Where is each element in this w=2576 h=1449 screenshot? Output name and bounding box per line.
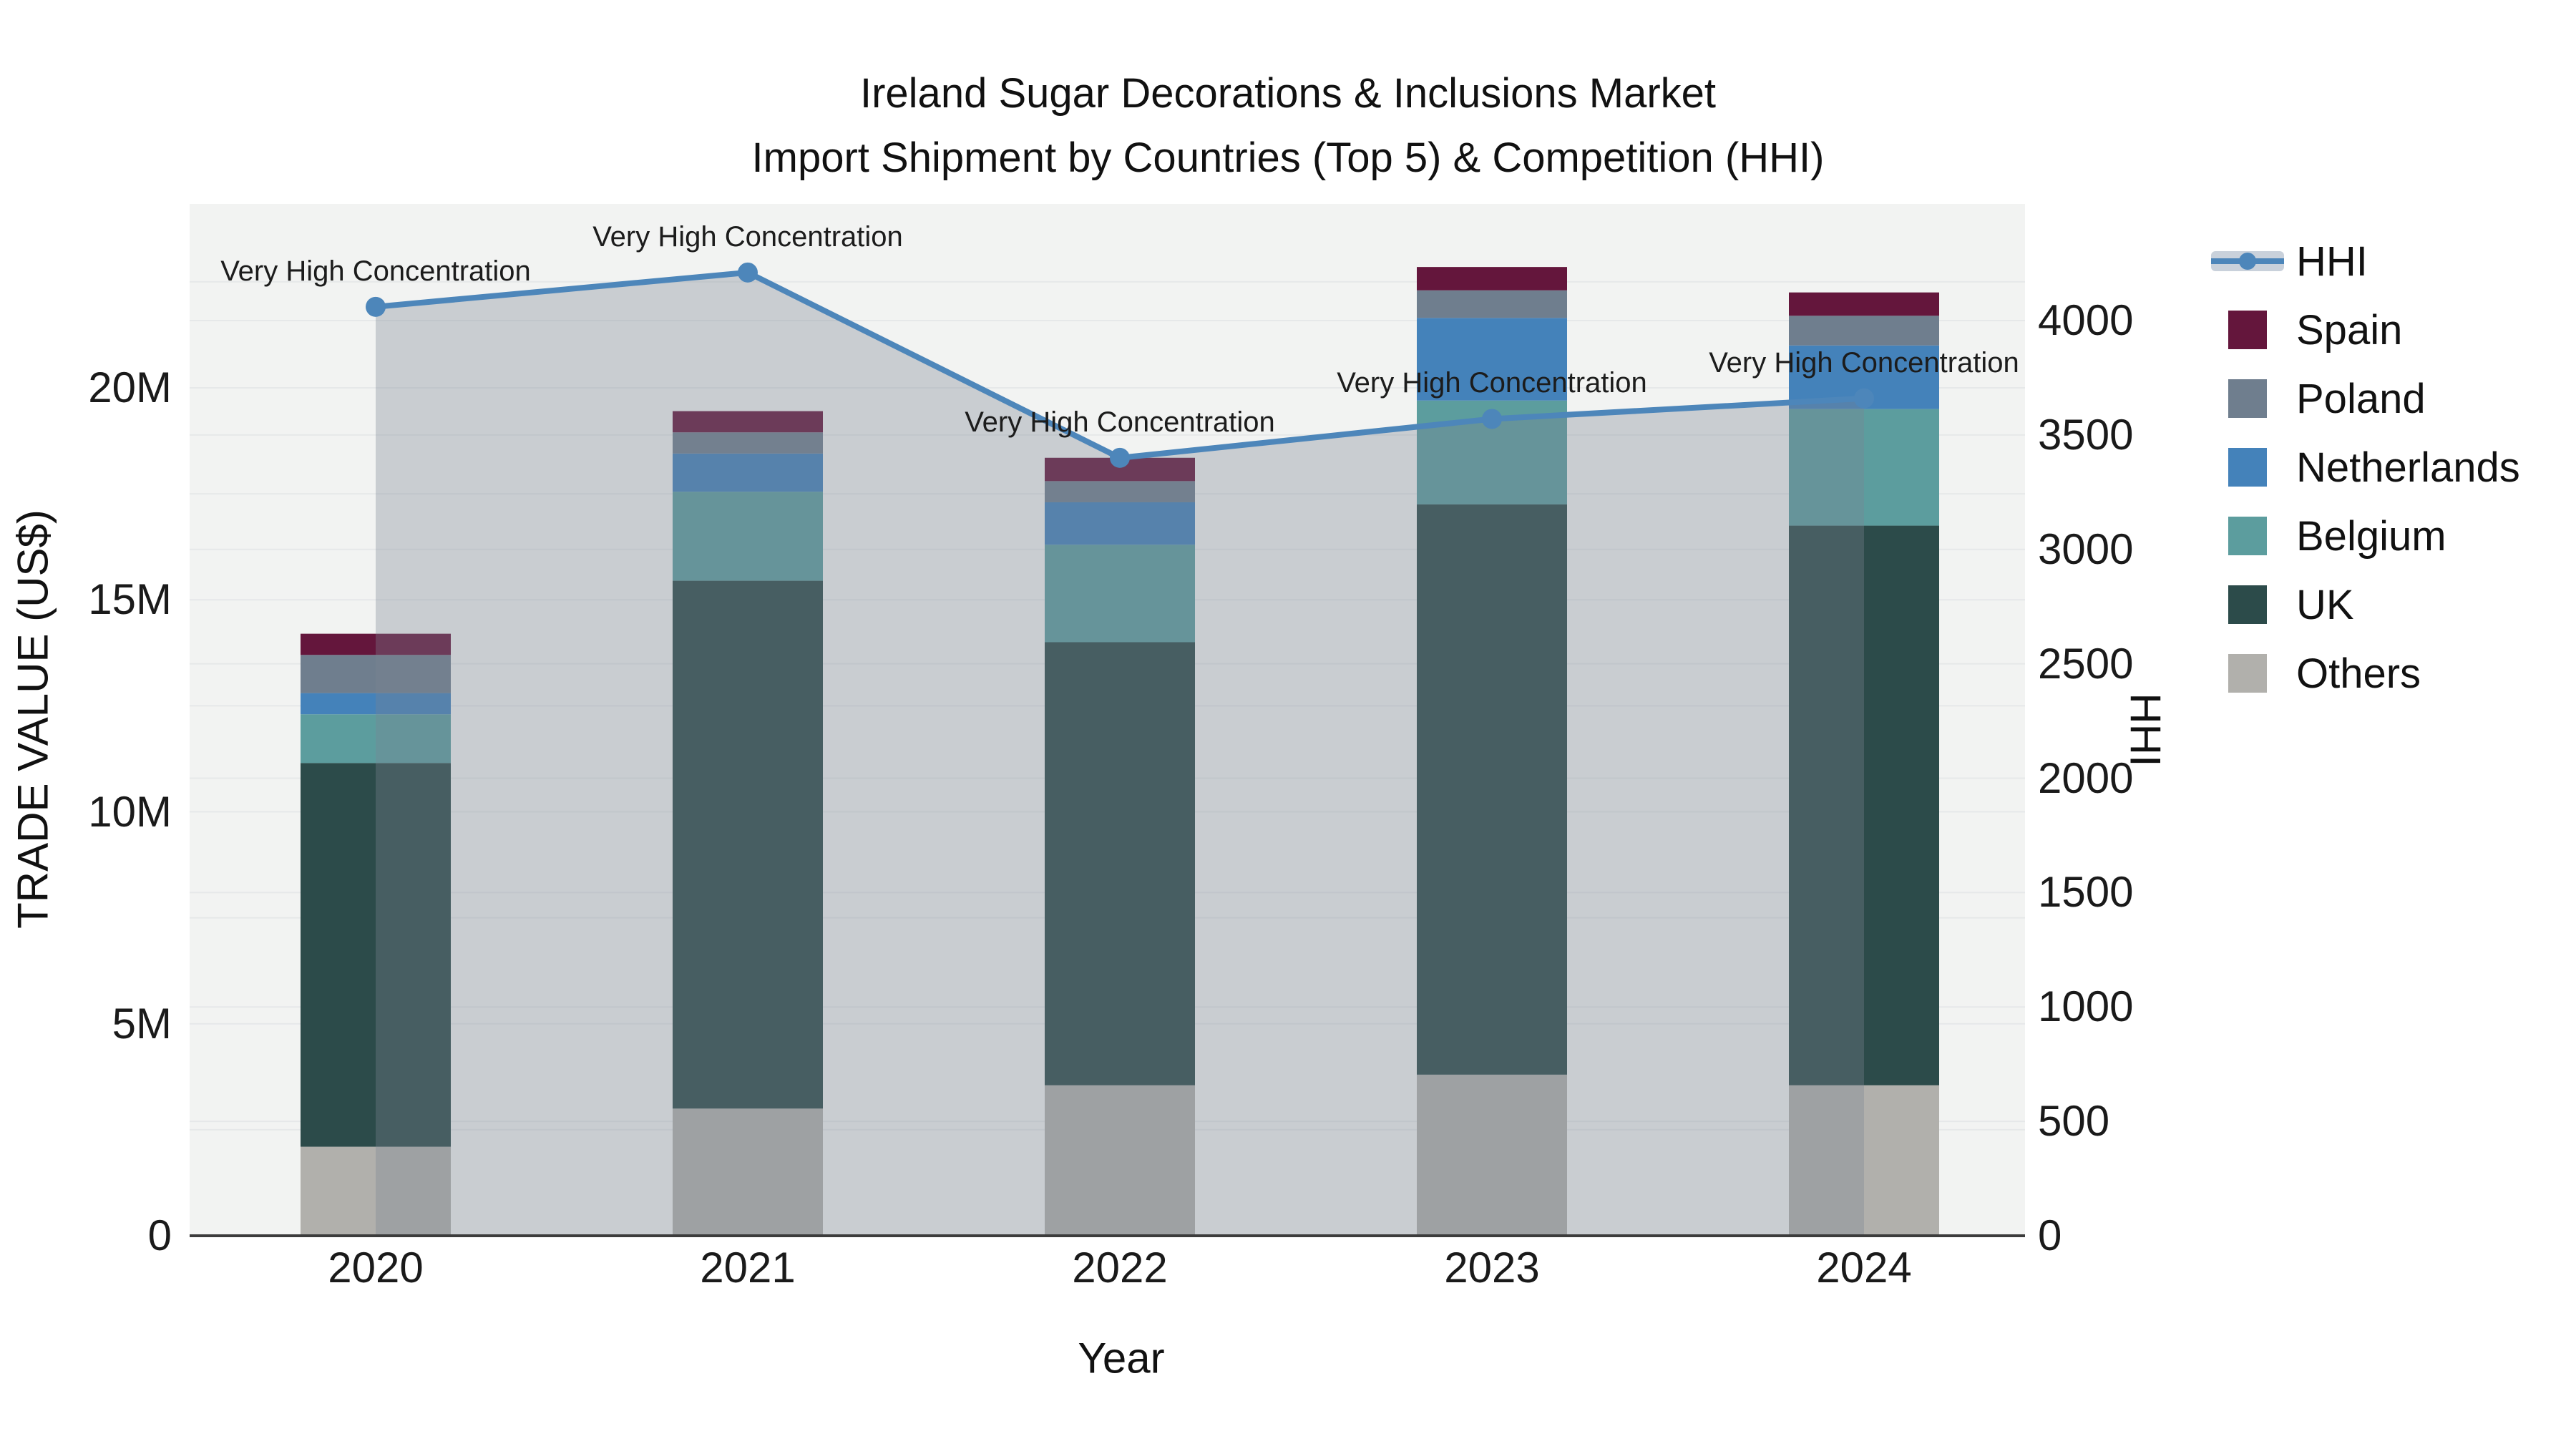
y-axis-tick-label-right: 1000 [2038,982,2134,1031]
legend-item-netherlands: Netherlands [2207,433,2520,502]
uk-swatch-icon [2228,585,2267,624]
chart-title: Ireland Sugar Decorations & Inclusions M… [0,62,2576,190]
hhi-marker-2022 [1110,447,1130,468]
x-axis-tick-label: 2021 [700,1244,796,1292]
bar-segment-others-2020 [301,1146,451,1236]
x-axis-tick-label: 2022 [1072,1244,1168,1292]
y-axis-tick-label-left: 20M [88,364,172,411]
y-axis-tick-label-right: 4000 [2038,296,2134,344]
bar-segment-uk-2022 [1045,642,1195,1085]
bar-segment-poland-2020 [301,655,451,693]
annotation-very-high-concentration: Very High Concentration [965,406,1275,438]
x-axis-tick-label: 2023 [1444,1244,1540,1292]
y-axis-tick-label-right: 3000 [2038,525,2134,573]
y-axis-tick-label-left: 0 [147,1211,172,1259]
bar-segment-uk-2021 [673,580,823,1109]
y-axis-tick-label-right: 3500 [2038,410,2134,459]
x-axis-label: Year [1078,1334,1165,1382]
y-axis-label-left: TRADE VALUE (US$) [9,509,57,929]
bar-segment-uk-2020 [301,763,451,1147]
bar-segment-poland-2021 [673,432,823,454]
y-axis-tick-label-left: 15M [88,575,172,624]
legend-item-others: Others [2207,639,2520,708]
x-axis-tick-label: 2020 [328,1244,424,1292]
bar-segment-others-2023 [1417,1074,1567,1236]
bar-segment-poland-2022 [1045,481,1195,502]
y-axis-tick-label-left: 10M [88,787,172,836]
legend-label-hhi: HHI [2296,238,2368,285]
spain-swatch-icon [2228,311,2267,349]
bar-segment-netherlands-2022 [1045,502,1195,545]
bar-segment-uk-2023 [1417,504,1567,1075]
legend-item-hhi: HHI [2207,227,2520,296]
legend-item-uk: UK [2207,570,2520,639]
hhi-marker-2020 [366,296,386,317]
bar-segment-belgium-2022 [1045,545,1195,643]
bar-segment-netherlands-2020 [301,693,451,715]
bar-segment-others-2021 [673,1108,823,1236]
bar-segment-belgium-2020 [301,714,451,763]
chart-title-line1: Ireland Sugar Decorations & Inclusions M… [859,70,1717,117]
bar-segment-belgium-2024 [1789,409,1939,526]
netherlands-swatch-icon [2228,448,2267,487]
bar-segment-spain-2024 [1789,292,1939,316]
bar-segment-belgium-2021 [673,492,823,581]
others-swatch-icon [2228,654,2267,693]
legend-item-poland: Poland [2207,364,2520,433]
legend-label-others: Others [2296,650,2421,697]
legend-label-uk: UK [2296,581,2354,628]
hhi-marker-2024 [1854,388,1874,409]
y-axis-tick-label-left: 5M [112,999,172,1048]
bar-segment-poland-2023 [1417,290,1567,318]
bar-segment-netherlands-2023 [1417,318,1567,401]
y-axis-tick-label-right: 2000 [2038,753,2134,802]
bar-segment-spain-2021 [673,411,823,433]
y-axis-tick-label-right: 0 [2038,1211,2062,1259]
legend-label-spain: Spain [2296,306,2403,353]
legend-item-belgium: Belgium [2207,502,2520,570]
hhi-marker-2023 [1482,409,1502,429]
bar-segment-others-2022 [1045,1085,1195,1236]
annotation-very-high-concentration: Very High Concentration [592,220,903,253]
y-axis-tick-label-right: 2500 [2038,639,2134,688]
bar-segment-netherlands-2021 [673,453,823,492]
y-axis-tick-label-right: 500 [2038,1097,2110,1146]
annotation-very-high-concentration: Very High Concentration [1337,367,1647,399]
bar-segment-spain-2023 [1417,267,1567,291]
hhi-marker-2021 [738,262,758,283]
bar-segment-poland-2024 [1789,316,1939,346]
poland-swatch-icon [2228,379,2267,418]
x-axis-tick-label: 2024 [1816,1244,1912,1292]
chart-title-line2: Import Shipment by Countries (Top 5) & C… [751,135,1825,181]
hhi-area-fill [376,272,1864,1236]
legend-item-spain: Spain [2207,296,2520,364]
y-axis-label-right: HHI [2121,693,2170,767]
annotation-very-high-concentration: Very High Concentration [220,255,531,287]
belgium-swatch-icon [2228,517,2267,555]
bar-segment-others-2024 [1789,1085,1939,1236]
legend-label-poland: Poland [2296,375,2426,422]
legend: HHI Spain Poland Netherlands Belgium UK … [2207,227,2520,708]
legend-label-belgium: Belgium [2296,512,2446,560]
bar-segment-spain-2020 [301,633,451,655]
bar-segment-uk-2024 [1789,525,1939,1085]
legend-label-netherlands: Netherlands [2296,444,2520,491]
hhi-line-swatch-icon [2207,251,2288,271]
annotation-very-high-concentration: Very High Concentration [1709,346,2019,379]
y-axis-tick-label-right: 1500 [2038,868,2134,917]
